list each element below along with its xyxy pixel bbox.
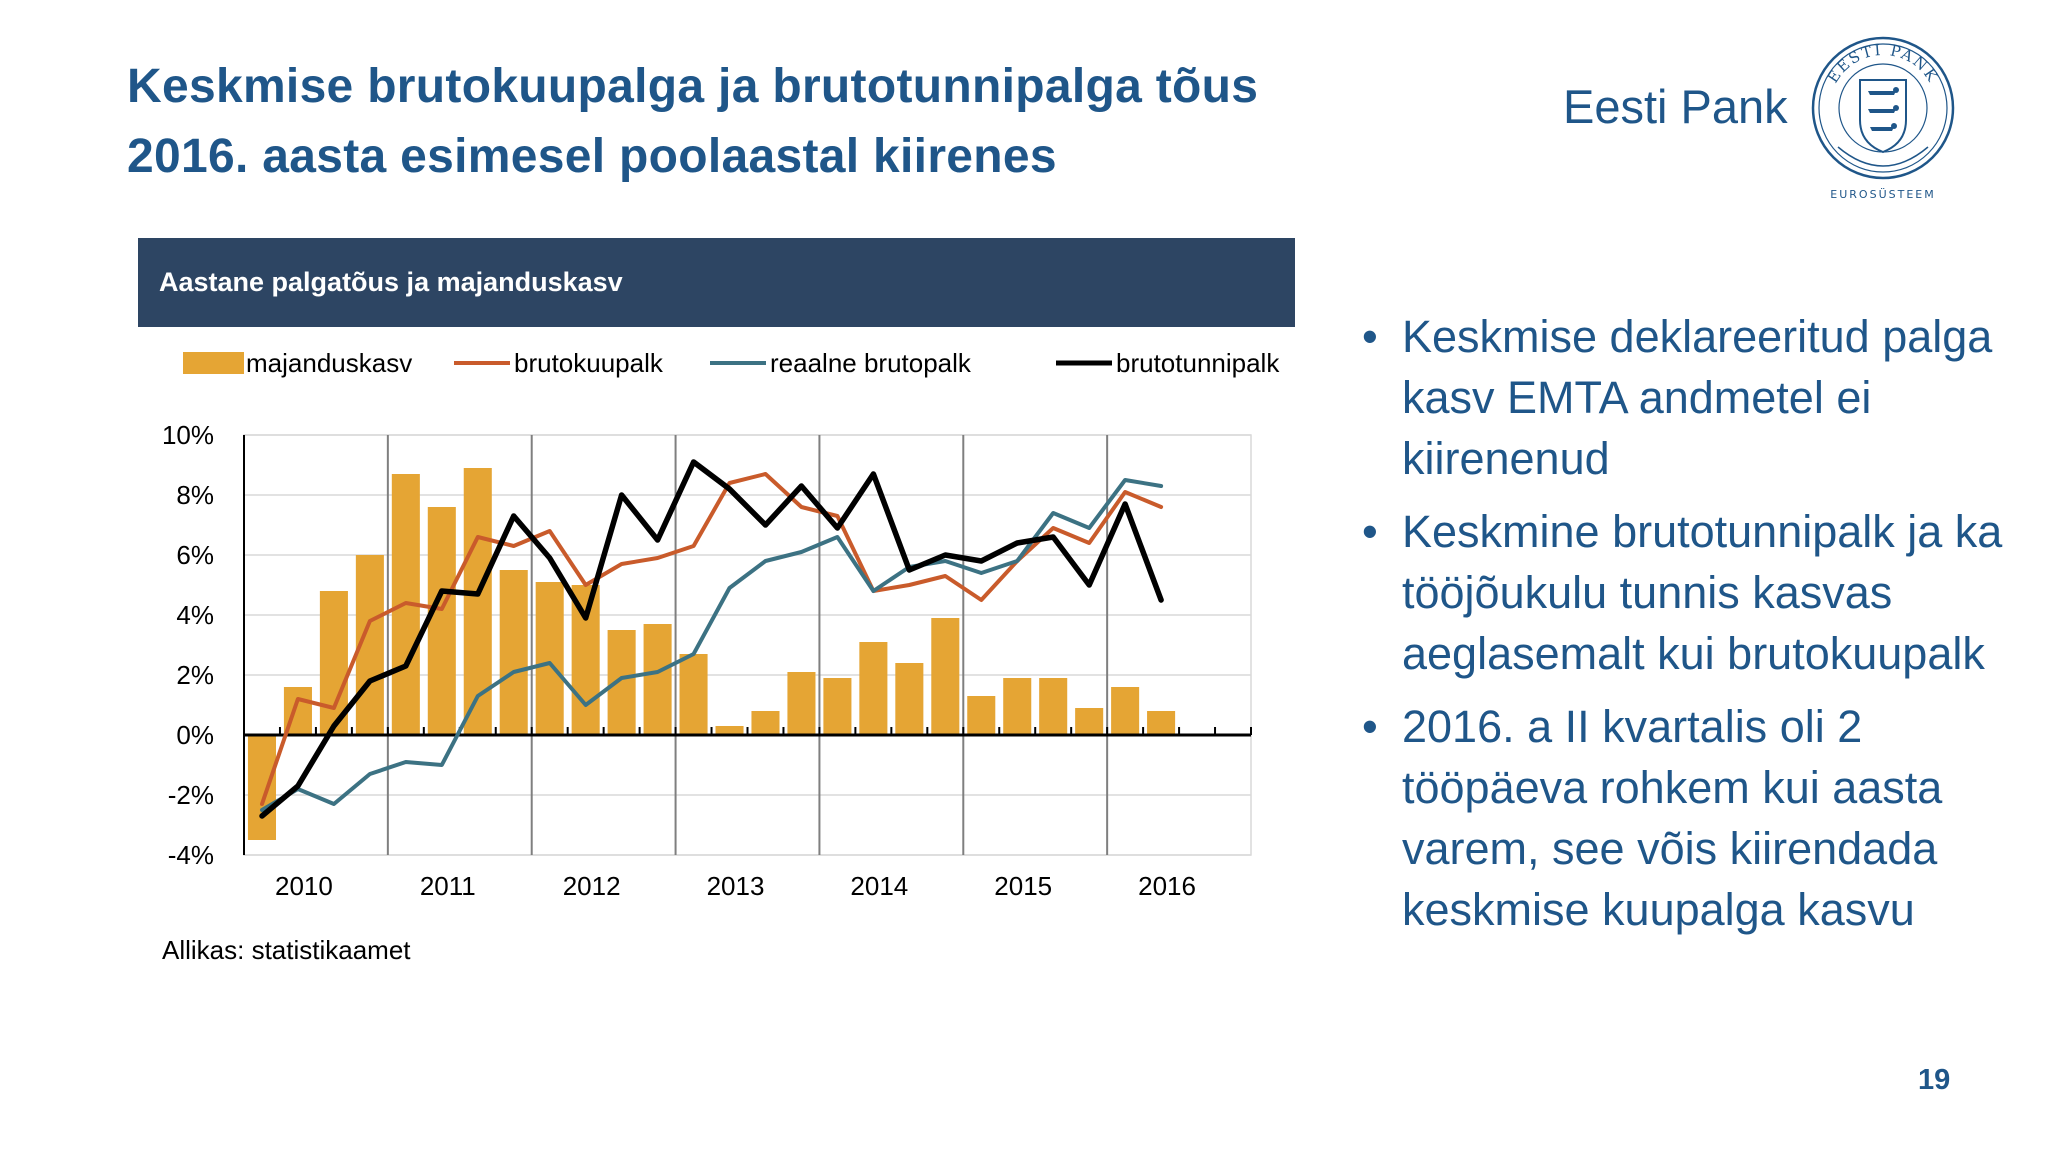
seal-caption: EUROSÜSTEEM [1830,188,1935,201]
bullet-item: • 2016. a II kvartalis oli 2 tööpäeva roh… [1362,696,2012,940]
line-series-brutokuupalk [260,472,1164,806]
bar [643,624,672,735]
line-series-brutotunnipalk [259,459,1164,819]
bullet-list: • Keskmise deklareeritud palga kasv EMTA … [1362,306,2012,952]
bullet-dot: • [1362,701,1378,752]
bar [679,654,708,735]
wage-growth-chart: 10% 8% 6% 4% 2% 0% -2% -4% 2010 2011 2012 2013 2014 2… [162,348,1280,901]
line-series-reaalne-brutopalk [260,478,1164,812]
bar [499,570,528,735]
legend-item: reaalne brutopalk [710,348,972,378]
legend-label: reaalne brutopalk [770,348,972,378]
bar [931,618,960,735]
y-tick-label: 10% [162,420,214,450]
bar [787,672,816,735]
x-tick-label: 2012 [563,871,621,901]
bar [859,642,888,735]
y-tick-label: -4% [168,840,214,870]
slide-title-line-2: 2016. aasta esimesel poolaastal kiirenes [127,130,1057,183]
bar [1147,711,1176,735]
x-tick-label: 2011 [420,871,476,901]
legend-item: brutokuupalk [454,348,664,378]
bar [607,630,636,735]
x-tick-label: 2013 [707,871,765,901]
legend-label: brutotunnipalk [1116,348,1280,378]
eesti-pank-seal-logo: EESTI PANK EUROSÜSTEEM [1811,36,1955,201]
y-tick-label: 8% [176,480,214,510]
chart-title: Aastane palgatõus ja majanduskasv [138,238,1295,327]
bar [823,678,852,735]
bar [571,585,600,735]
y-tick-label: 4% [176,600,214,630]
brand-name: Eesti Pank [1563,80,1788,133]
bar [751,711,780,735]
bar [1111,687,1140,735]
slide-title: Keskmise brutokuupalga ja brutotunnipalg… [127,52,1357,192]
x-tick-label: 2015 [994,871,1052,901]
bullet-dot: • [1362,506,1378,557]
chart-source: Allikas: statistikaamet [162,935,411,965]
bar [427,507,456,735]
page-number: 19 [1918,1064,1951,1096]
bullet-text: Keskmise deklareeritud palga kasv EMTA a… [1402,311,1993,484]
bullet-item: • Keskmine brutotunnipalk ja ka tööjõukul… [1362,501,2012,684]
bullet-dot: • [1362,311,1378,362]
slide-title-line-1: Keskmise brutokuupalga ja brutotunnipalg… [127,60,1259,113]
bar [535,582,564,735]
legend-swatch [183,352,244,374]
bar [715,726,744,735]
y-tick-label: 2% [176,660,214,690]
legend-label: majanduskasv [246,348,412,378]
y-tick-label: 0% [176,720,214,750]
bullet-text: 2016. a II kvartalis oli 2 tööpäeva rohk… [1402,701,1943,935]
legend-item: majanduskasv [183,348,412,378]
bar [967,696,996,735]
x-tick-label: 2016 [1138,871,1196,901]
bar [895,663,924,735]
bar-series-majanduskasv [247,468,1176,840]
y-tick-label: -2% [168,780,214,810]
lion-icon [1868,87,1899,131]
legend-item: brutotunnipalk [1056,348,1280,378]
legend: majanduskasv brutokuupalk reaalne brutopal… [183,348,1280,378]
bar [247,735,277,840]
bar [1039,678,1068,735]
bullet-text: Keskmine brutotunnipalk ja ka tööjõukulu… [1402,506,2003,679]
x-tick-label: 2014 [850,871,908,901]
legend-label: brutokuupalk [514,348,664,378]
bar [1075,708,1104,735]
bar [1003,678,1032,735]
y-tick-label: 6% [176,540,214,570]
x-tick-label: 2010 [275,871,333,901]
bullet-item: • Keskmise deklareeritud palga kasv EMTA … [1362,306,2012,489]
